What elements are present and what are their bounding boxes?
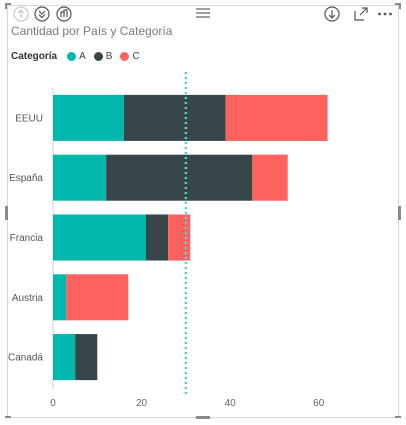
bar-eeuu-b[interactable] [123,94,226,141]
x-tick-label: 20 [136,398,148,409]
focus-mode-icon[interactable] [353,6,369,22]
resize-handle-top-left[interactable] [5,3,11,5]
resize-handle-bottom-left[interactable] [5,416,11,418]
legend: Categoría A B C [11,48,148,64]
resize-handle-top-right-v[interactable] [399,3,401,9]
legend-item-b[interactable]: B [93,50,113,62]
legend-marker-b [93,51,103,61]
x-tick-label: 60 [313,398,325,409]
y-tick-label: Canadá [8,353,43,364]
y-tick-label: España [9,173,43,184]
drill-mode-icon[interactable] [324,6,340,22]
bar-españa-a[interactable] [53,154,107,201]
bar-eeuu-c[interactable] [225,94,328,141]
legend-item-c[interactable]: C [120,50,140,62]
bar-austria-a[interactable] [53,274,67,321]
y-tick-label: Austria [12,293,44,304]
drag-handle-icon[interactable] [195,5,211,21]
bar-canadá-b[interactable] [75,334,98,381]
chart-title: Cantidad por País y Categoría [11,24,173,38]
bar-francia-b[interactable] [146,214,169,261]
resize-handle-left[interactable] [5,206,8,220]
legend-label-b: B [105,50,113,62]
legend-title: Categoría [11,50,58,62]
resize-handle-right[interactable] [398,206,401,220]
resize-handle-top-right[interactable] [395,3,401,5]
legend-item-a[interactable]: A [67,51,86,62]
bar-eeuu-a[interactable] [53,94,124,141]
resize-handle-bottom-right[interactable] [395,416,401,418]
resize-handle-top-left-v[interactable] [5,3,7,9]
bar-españa-b[interactable] [106,154,253,201]
resize-handle-bottom[interactable] [196,416,210,419]
bar-canadá-a[interactable] [53,334,76,381]
legend-label-c: C [132,50,140,62]
bar-austria-c[interactable] [66,274,129,321]
y-tick-label: EEUU [15,113,43,124]
bar-españa-c[interactable] [252,154,288,201]
bar-francia-a[interactable] [53,214,146,261]
y-tick-label: Francia [10,233,44,244]
bar-francia-c[interactable] [168,214,191,261]
expand-hierarchy-icon[interactable] [56,6,72,22]
drill-down-all-icon[interactable] [34,6,50,22]
legend-marker-c [120,51,130,61]
more-options-icon[interactable] [377,6,393,22]
x-tick-label: 0 [50,398,56,409]
legend-label-a: A [79,50,86,62]
legend-marker-a [67,51,77,61]
drill-up-icon[interactable] [13,6,29,22]
x-tick-label: 40 [225,398,237,409]
